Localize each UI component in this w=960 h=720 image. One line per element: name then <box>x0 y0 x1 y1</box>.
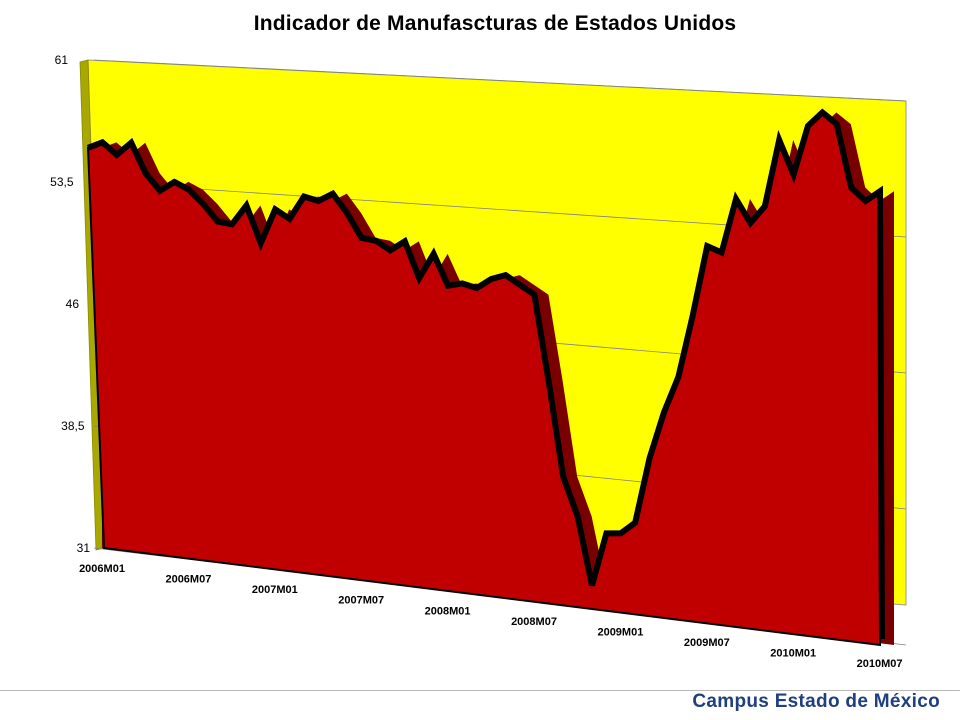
data-area <box>86 108 894 647</box>
y-tick-label: 46 <box>66 297 80 311</box>
x-tick-label: 2008M01 <box>425 605 471 617</box>
gridline-0 <box>93 59 907 102</box>
y-tick-label: 53,5 <box>50 175 74 189</box>
x-tick-label: 2010M07 <box>857 658 903 670</box>
chart-svg: 61 53,5 46 38,5 31 2006M01 2006M07 2007M01 2007… <box>50 53 907 670</box>
x-tick-label: 2007M07 <box>338 595 384 607</box>
series-line <box>86 108 885 640</box>
x-tick-label: 2006M07 <box>165 574 211 586</box>
x-tick-label: 2009M01 <box>597 626 643 638</box>
y-tick-label: 38,5 <box>61 419 85 433</box>
x-tick-label: 2007M01 <box>252 584 298 596</box>
x-axis-ticks: 2006M01 2006M07 2007M01 2007M07 2008M01 2008M… <box>79 563 902 670</box>
footer-divider <box>0 690 960 691</box>
x-tick-label: 2009M07 <box>684 637 730 649</box>
x-tick-label: 2006M01 <box>79 563 125 575</box>
footer-campus-label: Campus Estado de México <box>692 691 940 712</box>
chart-title: Indicador de Manufascturas de Estados Un… <box>253 12 737 35</box>
x-tick-label: 2008M07 <box>511 616 557 628</box>
y-tick-label: 31 <box>77 541 91 555</box>
y-axis-ticks: 61 53,5 46 38,5 31 <box>50 53 90 555</box>
x-tick-label: 2010M01 <box>770 648 816 660</box>
y-tick-label: 61 <box>55 53 69 67</box>
